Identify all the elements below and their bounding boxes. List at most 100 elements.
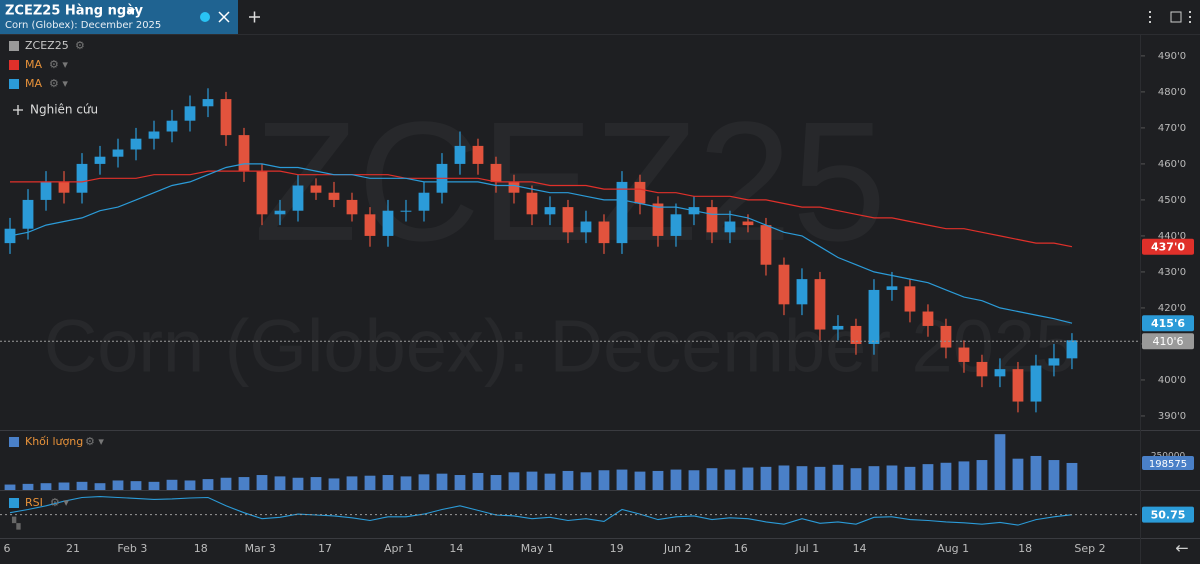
- settings-icon[interactable]: ⚙ ▾: [49, 58, 68, 71]
- menu-icon[interactable]: [1146, 11, 1151, 23]
- tab-close[interactable]: [218, 11, 230, 23]
- x-tick-label: 14: [449, 542, 463, 555]
- candle-body: [994, 369, 1006, 377]
- candle-body: [490, 163, 502, 182]
- settings-icon[interactable]: ⚙: [75, 39, 85, 52]
- settings-icon[interactable]: ⚙ ▾: [49, 77, 68, 90]
- candle-body: [364, 214, 376, 236]
- candle-body: [742, 221, 754, 226]
- pane-title[interactable]: Khối lượng: [25, 435, 83, 448]
- candle-body: [238, 135, 250, 172]
- volume-bar: [364, 475, 376, 490]
- y-tick-label: 460'0: [1158, 159, 1186, 170]
- volume-bar: [328, 478, 340, 490]
- volume-bar: [958, 461, 970, 490]
- candle-body: [346, 199, 358, 215]
- volume-bar: [886, 465, 898, 490]
- x-tick-label: Mar 3: [245, 542, 276, 555]
- candle-body: [868, 289, 880, 344]
- volume-bar: [652, 470, 664, 490]
- watermark-name: Corn (Globex): December 2025: [44, 305, 1076, 388]
- candle-body: [814, 279, 826, 330]
- pane-title[interactable]: RSI: [25, 496, 43, 509]
- candle-body: [706, 207, 718, 233]
- volume-bar: [850, 468, 862, 490]
- moving-average-line: [10, 170, 1073, 248]
- candle-body: [454, 145, 466, 164]
- legend-label[interactable]: MA: [25, 58, 42, 71]
- legend-label[interactable]: ZCEZ25: [25, 39, 69, 52]
- volume-bar: [904, 466, 916, 490]
- candle-body: [1012, 369, 1024, 402]
- x-tick-label: Aug 1: [937, 542, 969, 555]
- volume-bar: [454, 475, 466, 490]
- candle-body: [58, 181, 70, 193]
- candle-body: [256, 171, 268, 215]
- candle-body: [922, 311, 934, 326]
- volume-bar: [868, 466, 880, 490]
- candle-body: [166, 120, 178, 132]
- scroll-back[interactable]: ←: [1175, 539, 1188, 558]
- candle-body: [778, 264, 790, 305]
- add-study-icon[interactable]: [13, 105, 23, 115]
- tool-icon[interactable]: ▚: [11, 516, 21, 530]
- volume-bar: [436, 473, 448, 490]
- volume-bar: [130, 481, 142, 490]
- add-study[interactable]: Nghiên cứu: [30, 103, 98, 117]
- candle-body: [382, 210, 394, 236]
- y-tick-label: 440'0: [1158, 231, 1186, 242]
- volume-bar: [76, 481, 88, 490]
- volume-bar: [1012, 458, 1024, 490]
- y-tick-label: 480'0: [1158, 87, 1186, 98]
- moving-average-line: [9, 163, 1073, 324]
- price-badge: [1142, 506, 1194, 523]
- legend-swatch: [9, 60, 19, 70]
- candle-body: [616, 181, 628, 244]
- candle-body: [310, 185, 322, 193]
- settings-icon[interactable]: ⚙ ▾: [85, 435, 104, 448]
- volume-bar: [202, 479, 214, 490]
- candle-body: [328, 192, 340, 200]
- volume-bar: [292, 477, 304, 490]
- active-tab[interactable]: [0, 0, 238, 34]
- legend-swatch: [9, 437, 19, 447]
- candle-body: [130, 138, 142, 150]
- watermark-symbol: ZCEZ25: [254, 87, 887, 277]
- candle-body: [472, 145, 484, 164]
- y-tick-label: 400'0: [1158, 375, 1186, 386]
- settings-icon[interactable]: ⚙ ▾: [50, 496, 69, 509]
- candle-body: [292, 185, 304, 211]
- price-badge: [1142, 238, 1194, 255]
- volume-bar: [58, 482, 70, 490]
- x-tick-label: 14: [853, 542, 867, 555]
- volume-bar: [166, 479, 178, 490]
- new-tab[interactable]: [249, 11, 260, 23]
- volume-bar: [832, 464, 844, 490]
- volume-bar: [526, 471, 538, 490]
- tab-title[interactable]: ZCEZ25 Hàng ngày: [5, 4, 144, 19]
- tab-dropdown[interactable]: [127, 9, 135, 14]
- candle-body: [148, 131, 160, 139]
- x-tick-label: Sep 2: [1074, 542, 1105, 555]
- volume-bar: [472, 472, 484, 490]
- candle-body: [832, 325, 844, 330]
- candle-body: [670, 214, 682, 236]
- x-tick-label: Feb 3: [117, 542, 147, 555]
- price-badge-label: 415'6: [1151, 317, 1185, 330]
- candle-body: [40, 181, 52, 200]
- volume-bar: [940, 462, 952, 490]
- window-icon[interactable]: [1170, 11, 1182, 23]
- y-tick-label: 490'0: [1158, 51, 1186, 62]
- candle-body: [760, 225, 772, 265]
- volume-bar: [796, 466, 808, 490]
- x-tick-label: Jun 2: [663, 542, 692, 555]
- legend-label[interactable]: MA: [25, 77, 42, 90]
- volume-bar: [814, 466, 826, 490]
- volume-bar: [310, 477, 322, 490]
- x-tick-label: 18: [1018, 542, 1032, 555]
- volume-bar: [40, 483, 52, 490]
- tab-subtitle: Corn (Globex): December 2025: [5, 20, 161, 31]
- volume-bar: [256, 475, 268, 490]
